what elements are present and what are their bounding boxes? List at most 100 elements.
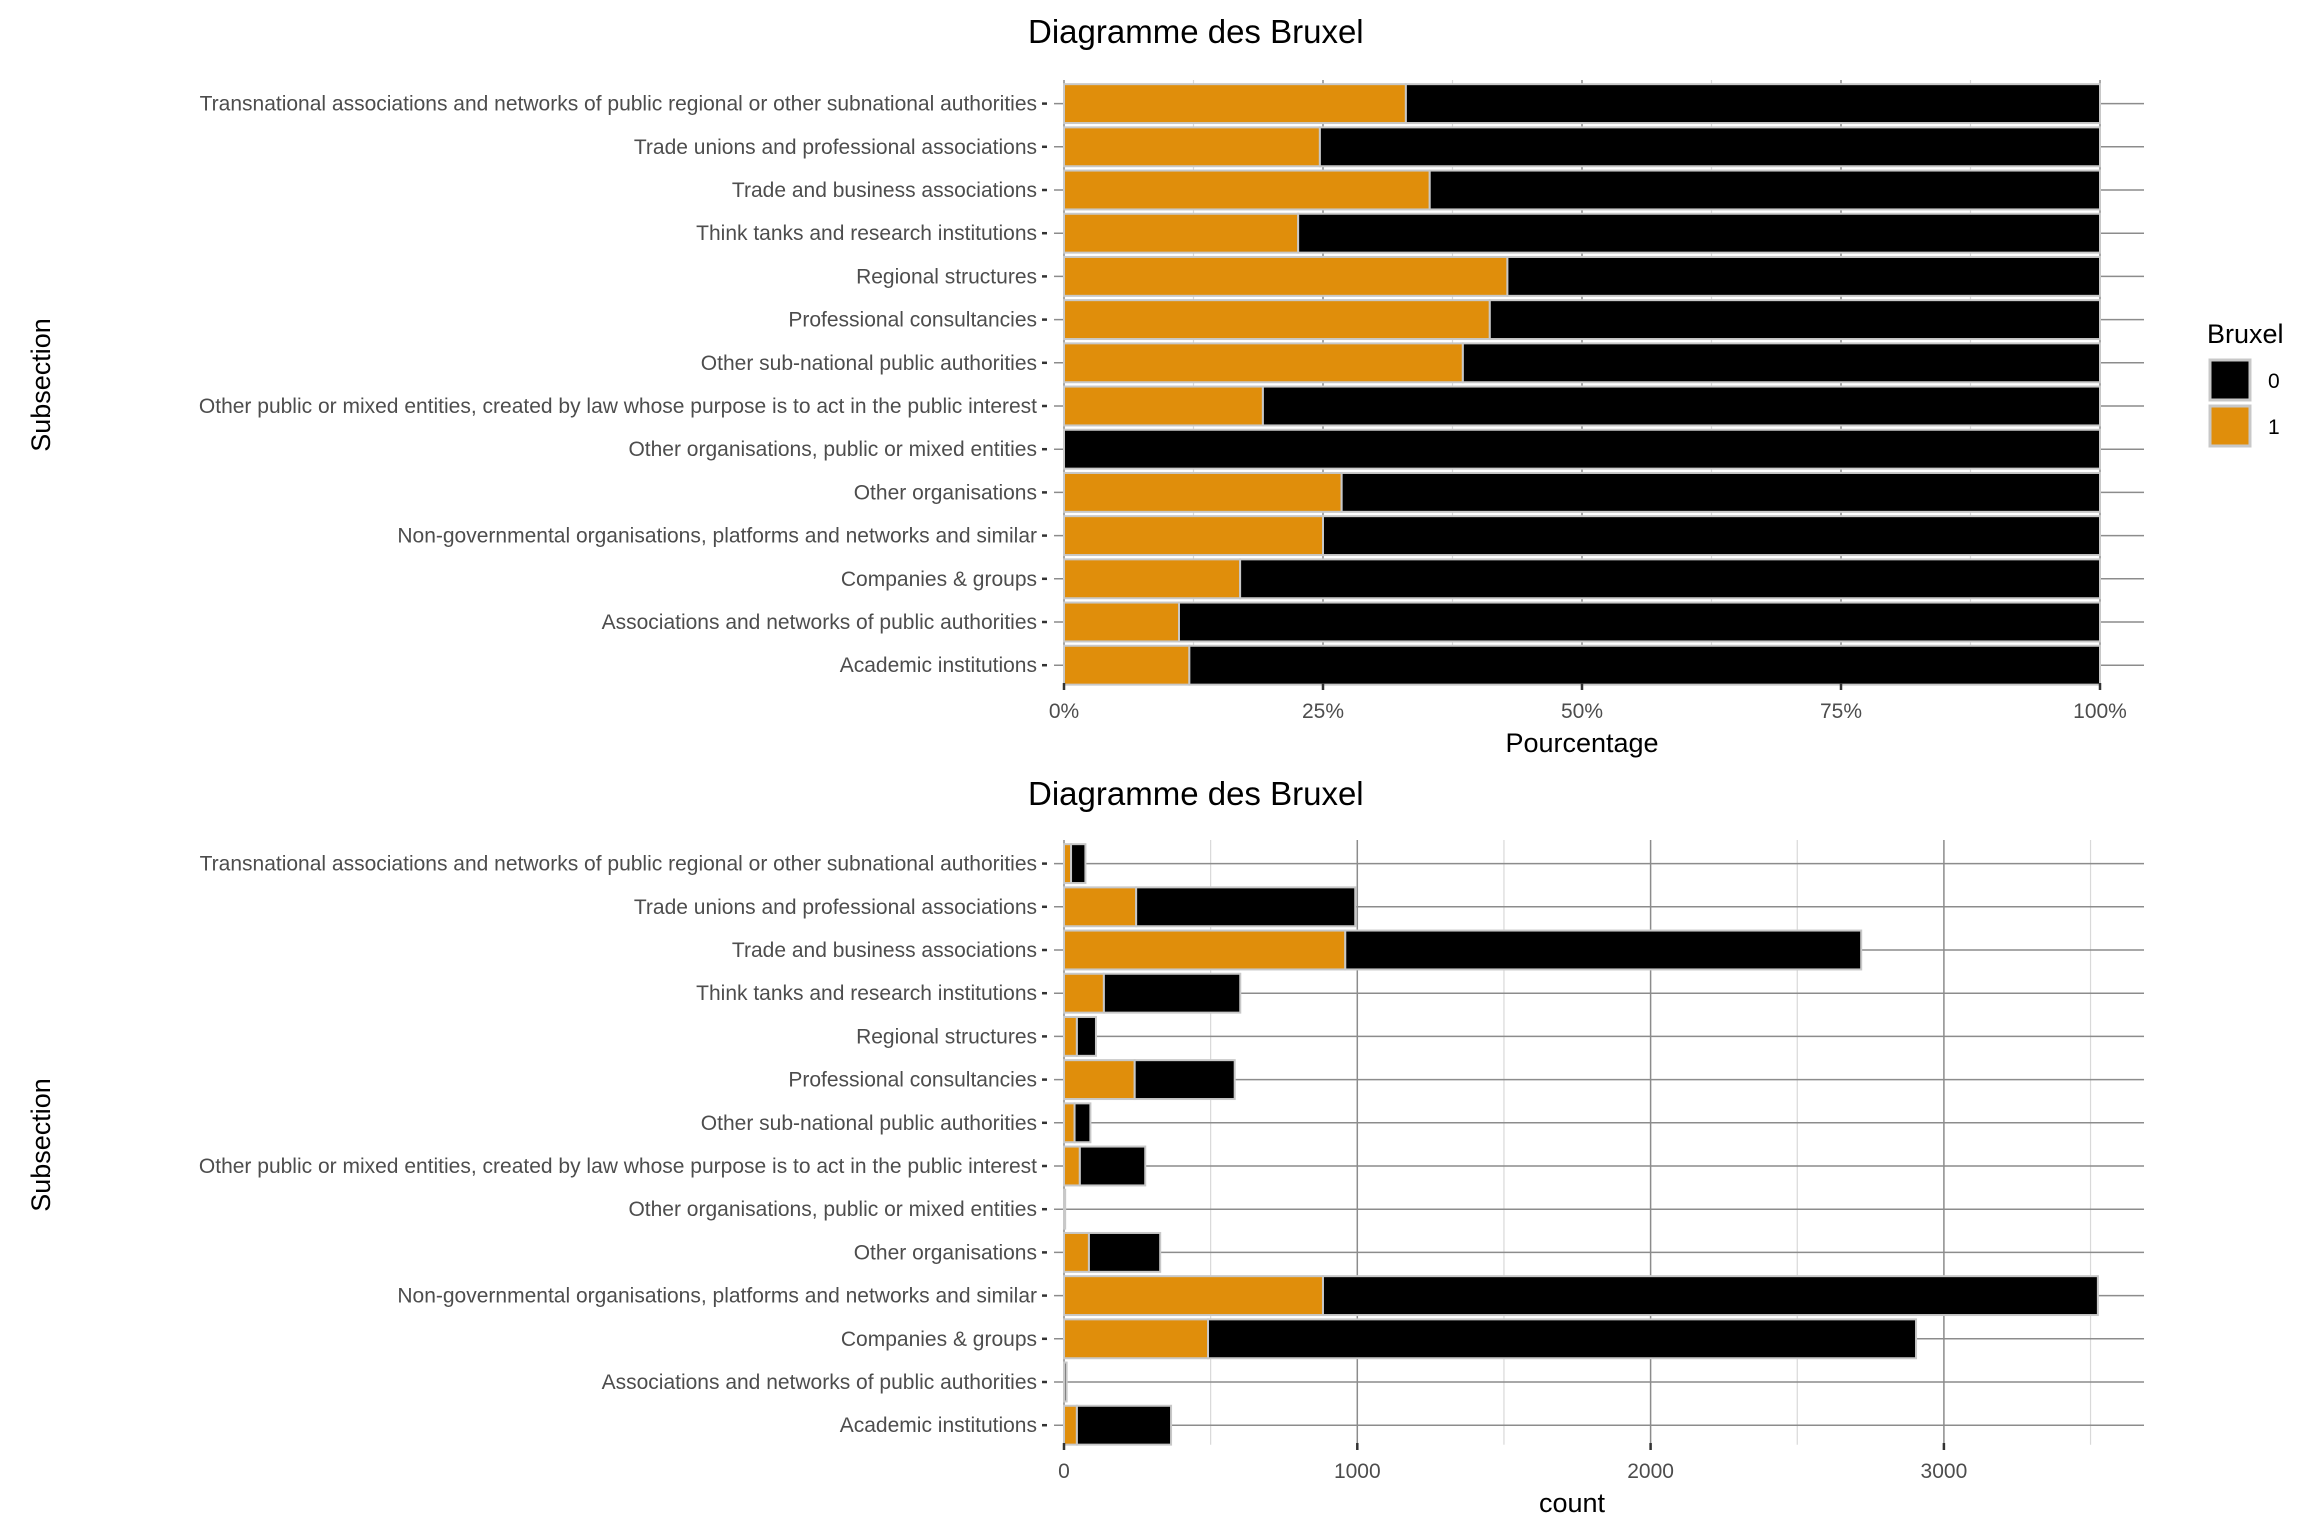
y-axis-title: Subsection bbox=[26, 1078, 56, 1212]
bar-bruxel-0 bbox=[1322, 515, 2101, 557]
bar-bruxel-0 bbox=[1318, 126, 2101, 168]
bar-bruxel-0 bbox=[1063, 1188, 1067, 1230]
bar-bruxel-0 bbox=[1078, 1145, 1147, 1187]
category-label: Non-governmental organisations, platform… bbox=[397, 1285, 1037, 1308]
bar-bruxel-0 bbox=[1135, 886, 1357, 928]
category-label: Trade unions and professional associatio… bbox=[634, 896, 1037, 919]
bar-bruxel-1 bbox=[1063, 471, 1343, 513]
chart-title: Diagramme des Bruxel bbox=[1028, 13, 1364, 50]
bar-bruxel-1 bbox=[1063, 1015, 1078, 1057]
bar-bruxel-1 bbox=[1063, 972, 1105, 1014]
bar-bruxel-0 bbox=[1321, 1275, 2099, 1317]
bar-bruxel-0 bbox=[1506, 255, 2101, 297]
bar-bruxel-0 bbox=[1063, 1361, 1068, 1403]
legend-swatch-1 bbox=[2208, 404, 2252, 448]
category-label: Trade and business associations bbox=[732, 939, 1037, 962]
category-label: Other public or mixed entities, created … bbox=[199, 1155, 1037, 1178]
bar-bruxel-1 bbox=[1063, 342, 1464, 384]
bar-bruxel-1 bbox=[1063, 929, 1347, 971]
bar-bruxel-1 bbox=[1063, 255, 1509, 297]
category-label: Associations and networks of public auth… bbox=[602, 611, 1037, 634]
x-tick-label: 50% bbox=[1561, 700, 1603, 723]
x-tick-label: 0 bbox=[1058, 1460, 1070, 1483]
bar-bruxel-1 bbox=[1063, 1145, 1081, 1187]
category-label: Think tanks and research institutions bbox=[696, 982, 1037, 1005]
bar-bruxel-1 bbox=[1063, 212, 1300, 254]
category-label: Associations and networks of public auth… bbox=[602, 1371, 1037, 1394]
bar-bruxel-1 bbox=[1063, 843, 1073, 885]
y-axis-title: Subsection bbox=[26, 318, 56, 452]
bar-bruxel-0 bbox=[1488, 299, 2101, 341]
category-label: Professional consultancies bbox=[788, 309, 1037, 332]
bar-bruxel-1 bbox=[1063, 1318, 1210, 1360]
legend-label: 0 bbox=[2268, 370, 2280, 393]
category-label: Companies & groups bbox=[841, 568, 1037, 591]
bar-bruxel-0 bbox=[1073, 1102, 1092, 1144]
bar-bruxel-0 bbox=[1428, 169, 2101, 211]
bar-bruxel-0 bbox=[1102, 972, 1242, 1014]
bar-bruxel-0 bbox=[1461, 342, 2101, 384]
category-label: Other sub-national public authorities bbox=[701, 352, 1037, 375]
bar-bruxel-1 bbox=[1063, 169, 1431, 211]
x-tick-label: 25% bbox=[1302, 700, 1344, 723]
bar-bruxel-1 bbox=[1063, 601, 1180, 643]
bar-bruxel-0 bbox=[1404, 83, 2101, 125]
category-label: Other sub-national public authorities bbox=[701, 1112, 1037, 1135]
x-axis-title: count bbox=[1539, 1488, 1606, 1518]
x-tick-label: 3000 bbox=[1921, 1460, 1968, 1483]
category-label: Transnational associations and networks … bbox=[200, 853, 1037, 876]
category-label: Other organisations bbox=[854, 1241, 1037, 1264]
legend-swatch-0 bbox=[2208, 358, 2252, 402]
bar-bruxel-0 bbox=[1177, 601, 2101, 643]
bar-bruxel-1 bbox=[1063, 644, 1191, 686]
category-label: Academic institutions bbox=[840, 1414, 1037, 1437]
bar-bruxel-0 bbox=[1344, 929, 1863, 971]
category-label: Other organisations, public or mixed ent… bbox=[628, 438, 1037, 461]
bar-bruxel-0 bbox=[1087, 1231, 1162, 1273]
bar-bruxel-0 bbox=[1133, 1059, 1236, 1101]
category-label: Other organisations, public or mixed ent… bbox=[628, 1198, 1037, 1221]
category-label: Trade unions and professional associatio… bbox=[634, 136, 1037, 159]
category-label: Professional consultancies bbox=[788, 1069, 1037, 1092]
bar-bruxel-1 bbox=[1063, 83, 1407, 125]
category-label: Think tanks and research institutions bbox=[696, 222, 1037, 245]
x-tick-label: 1000 bbox=[1334, 1460, 1381, 1483]
bar-bruxel-1 bbox=[1063, 1231, 1090, 1273]
x-tick-label: 2000 bbox=[1627, 1460, 1674, 1483]
bar-bruxel-1 bbox=[1063, 385, 1264, 427]
bar-bruxel-0 bbox=[1207, 1318, 1918, 1360]
category-label: Regional structures bbox=[856, 1025, 1037, 1048]
bar-bruxel-0 bbox=[1297, 212, 2101, 254]
legend-title: Bruxel bbox=[2207, 319, 2284, 349]
bar-bruxel-1 bbox=[1063, 1059, 1136, 1101]
category-label: Transnational associations and networks … bbox=[200, 93, 1037, 116]
bar-bruxel-1 bbox=[1063, 1102, 1076, 1144]
bar-bruxel-0 bbox=[1070, 843, 1087, 885]
bar-bruxel-1 bbox=[1063, 1404, 1078, 1446]
bar-bruxel-0 bbox=[1340, 471, 2101, 513]
bar-bruxel-0 bbox=[1075, 1404, 1173, 1446]
x-tick-label: 75% bbox=[1820, 700, 1862, 723]
x-tick-label: 100% bbox=[2073, 700, 2127, 723]
bar-bruxel-1 bbox=[1063, 299, 1491, 341]
chart-title: Diagramme des Bruxel bbox=[1028, 775, 1364, 812]
category-label: Other public or mixed entities, created … bbox=[199, 395, 1037, 418]
category-label: Non-governmental organisations, platform… bbox=[397, 525, 1037, 548]
category-label: Other organisations bbox=[854, 481, 1037, 504]
bar-bruxel-1 bbox=[1063, 886, 1138, 928]
bar-bruxel-0 bbox=[1075, 1015, 1097, 1057]
bar-bruxel-1 bbox=[1063, 558, 1242, 600]
bar-bruxel-0 bbox=[1063, 428, 2101, 470]
bar-bruxel-1 bbox=[1063, 1275, 1324, 1317]
bar-bruxel-0 bbox=[1188, 644, 2101, 686]
bar-bruxel-1 bbox=[1063, 515, 1324, 557]
bar-bruxel-0 bbox=[1261, 385, 2101, 427]
bar-bruxel-1 bbox=[1063, 126, 1321, 168]
bar-bruxel-0 bbox=[1239, 558, 2101, 600]
category-label: Regional structures bbox=[856, 265, 1037, 288]
x-tick-label: 0% bbox=[1049, 700, 1079, 723]
category-label: Academic institutions bbox=[840, 654, 1037, 677]
legend-label: 1 bbox=[2268, 416, 2280, 439]
category-label: Companies & groups bbox=[841, 1328, 1037, 1351]
